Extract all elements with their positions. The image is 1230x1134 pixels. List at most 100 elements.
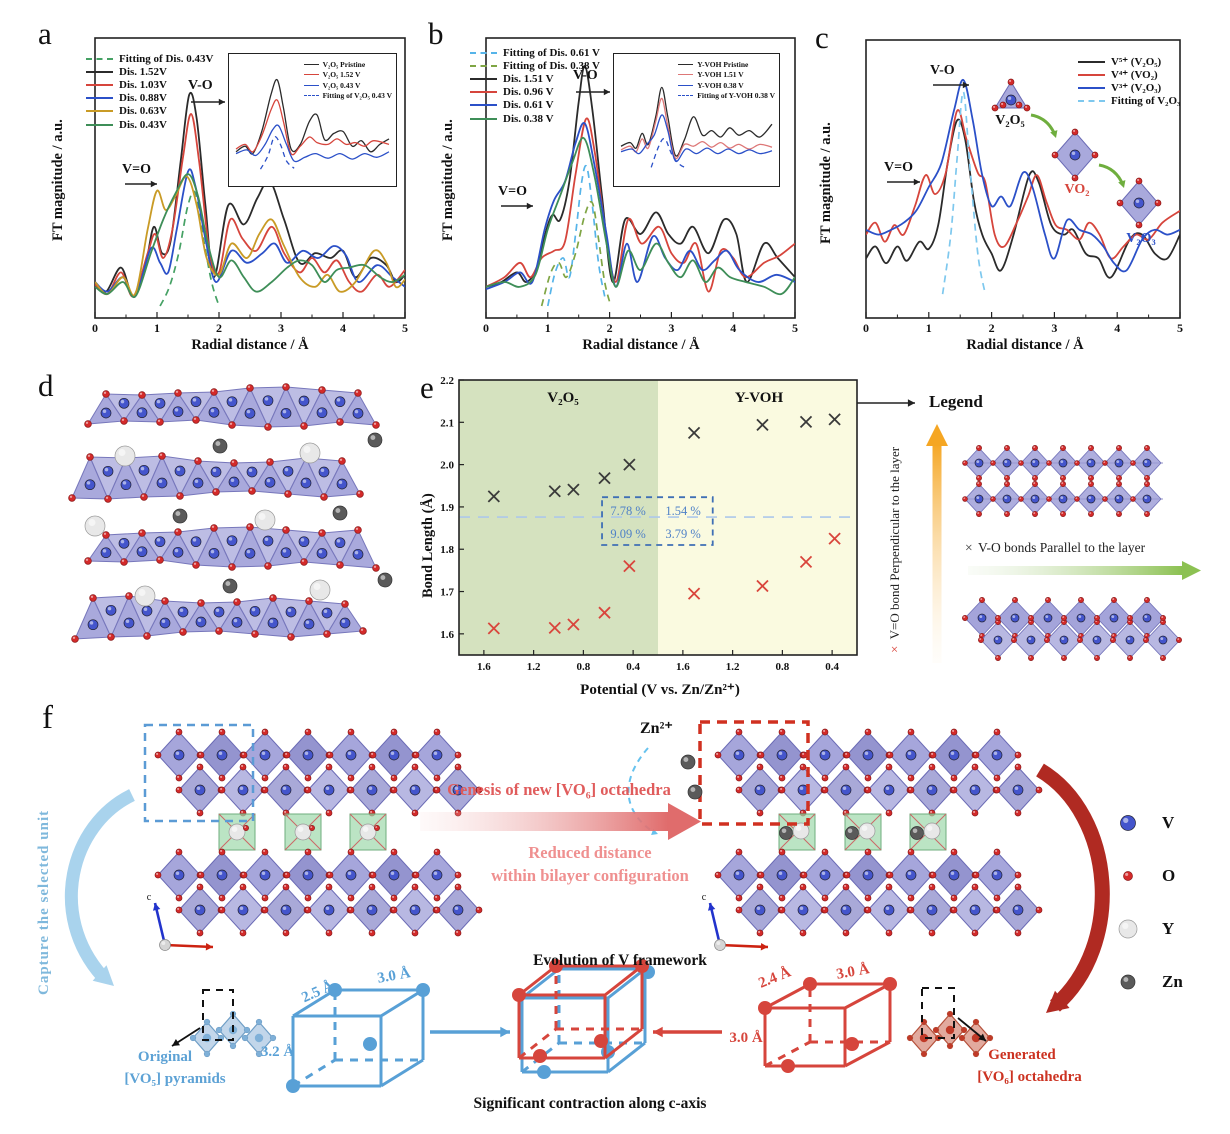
svg-text:0: 0 <box>863 321 869 335</box>
curve-dis.-0.88v <box>95 168 405 298</box>
legend-swatch <box>470 117 497 120</box>
svg-text:5: 5 <box>792 321 798 335</box>
legend-item: Dis. 0.96 V <box>470 86 600 99</box>
annotation-v-o: V-O <box>188 78 213 93</box>
red-cube-dim-left: 3.0 Å <box>729 1030 763 1046</box>
label-v2o3: V₂O₃ <box>1126 231 1156 246</box>
atom-legend-zn: Zn <box>1162 972 1183 991</box>
svg-text:0.4: 0.4 <box>626 661 640 673</box>
arrowhead <box>92 965 114 986</box>
svg-text:5: 5 <box>402 321 408 335</box>
y-axis-label: Bond Length (Å) <box>420 493 436 598</box>
legend-label: Fitting of V₂O₃ <box>1111 95 1181 108</box>
legend-swatch <box>86 83 113 86</box>
genesis-label: Genesis of new [VO₆] octahedra <box>447 780 671 799</box>
panel-label-e: e <box>420 370 434 405</box>
legend-swatch <box>678 63 694 65</box>
legend-item: Y-VOH 1.51 V <box>678 70 775 81</box>
legend-swatch <box>86 70 113 73</box>
panel-e: e 7.78 % 1.54 % 9.09 % 3.79 % 1.6 1.7 1.8 1.9 2.… <box>420 368 880 700</box>
curve-v⁵⁺-(v₂o₅) <box>866 118 1180 279</box>
legend-swatch <box>1078 86 1105 89</box>
inset-legend-a: V₂O₅ Pristine V₂O₅ 1.52 V V₂O₅ 0.43 V Fitti… <box>303 59 392 102</box>
svg-text:1.6: 1.6 <box>477 661 491 673</box>
svg-text:1.6: 1.6 <box>676 661 690 673</box>
legend-label: Y-VOH 0.38 V <box>697 80 744 90</box>
generated-label-line2: [VO₆] octahedra <box>977 1069 1082 1085</box>
arrowhead <box>150 180 157 188</box>
legend-label: Fitting of V₂O₅ 0.43 V <box>322 91 392 101</box>
generated-label-line1: Generated <box>988 1047 1056 1063</box>
legend-swatch <box>678 74 694 76</box>
legend-label: Y-VOH 1.51 V <box>697 70 744 80</box>
svg-text:1: 1 <box>545 321 551 335</box>
legend-b: Fitting of Dis. 0.61 V Fitting of Dis. 0.… <box>470 46 600 125</box>
panel-c: c 0 1 2 3 4 5 FT magnitude / a.u. Radial dist… <box>810 10 1215 362</box>
legend-swatch <box>303 74 319 76</box>
arrowhead <box>962 81 969 89</box>
legend-label: V₂O₅ 0.43 V <box>322 80 361 90</box>
y-axis-label: FT magnitude / a.u. <box>50 119 66 242</box>
svg-text:0.4: 0.4 <box>825 661 839 673</box>
arrowhead <box>708 903 716 911</box>
legend-item: Dis. 0.43V <box>86 118 213 131</box>
legend-label: Dis. 0.63V <box>119 105 167 118</box>
arrowhead <box>526 202 533 210</box>
legend-label: V⁴⁺ (VO₂) <box>1111 69 1158 82</box>
panel-label-b: b <box>428 16 444 51</box>
svg-text:4: 4 <box>1114 321 1120 335</box>
legend-item: Fitting of Y-VOH 0.38 V <box>678 91 775 102</box>
arrowhead <box>1118 180 1126 188</box>
curve-fitting-of-dis.-0.43v <box>159 190 220 307</box>
svg-text:7.78 %: 7.78 % <box>610 504 645 518</box>
legend-swatch <box>1078 100 1105 103</box>
axis-c-label-right: c <box>701 892 707 903</box>
svg-text:V₂O₅: V₂O₅ <box>547 390 579 406</box>
legend-title: Legend <box>929 392 983 411</box>
panel-f: f Capture the selected unit Zn²⁺ Genesis… <box>0 700 1230 1134</box>
legend-label: V³⁺ (V₂O₃) <box>1111 82 1162 95</box>
arrowhead <box>1046 990 1070 1013</box>
arrowhead <box>907 399 915 407</box>
svg-text:1.9: 1.9 <box>440 502 454 514</box>
svg-text:0.8: 0.8 <box>776 661 790 673</box>
panel-d: d <box>30 368 430 668</box>
legend-swatch <box>470 64 497 67</box>
atom-legend-v: V <box>1162 813 1175 832</box>
curve-fitting-of-dis.-0.61-v <box>546 164 606 307</box>
legend-item: Fitting of Dis. 0.61 V <box>470 46 600 59</box>
svg-text:2.0: 2.0 <box>440 460 454 472</box>
original-label-line2: [VO₅] pyramids <box>124 1071 226 1087</box>
panel-label-c: c <box>815 20 829 55</box>
svg-text:2.2: 2.2 <box>440 375 454 387</box>
arrowhead <box>1050 130 1058 138</box>
legend-item: Fitting of V₂O₅ 0.43 V <box>303 91 392 102</box>
svg-text:4: 4 <box>730 321 736 335</box>
arrowhead <box>153 903 161 911</box>
crystal-structure-d <box>68 383 393 643</box>
red-x-marker: × <box>887 642 902 658</box>
svg-text:1.54 %: 1.54 % <box>665 504 700 518</box>
legend-label: Dis. 0.61 V <box>503 99 554 112</box>
original-label-line1: Original <box>137 1049 193 1065</box>
legend-item: Y-VOH 0.38 V <box>678 80 775 91</box>
evolution-title: Evolution of V framework <box>533 952 707 969</box>
reduced-distance-line1: Reduced distance <box>528 843 652 862</box>
svg-text:1.6: 1.6 <box>440 629 454 641</box>
legend-item: V₂O₅ 0.43 V <box>303 80 392 91</box>
legend-swatch <box>1078 60 1105 63</box>
curve-dis.-1.51-v <box>486 65 795 288</box>
svg-text:9.09 %: 9.09 % <box>610 527 645 541</box>
svg-text:2.1: 2.1 <box>440 417 454 429</box>
arrowhead <box>978 1033 986 1041</box>
reduced-distance-line2: within bilayer configuration <box>491 866 689 885</box>
svg-text:Y-VOH: Y-VOH <box>735 390 784 406</box>
panel-label-d: d <box>38 368 54 403</box>
svg-text:5: 5 <box>1177 321 1183 335</box>
legend-label: Dis. 0.96 V <box>503 86 554 99</box>
svg-text:3.79 %: 3.79 % <box>665 527 700 541</box>
svg-text:2: 2 <box>989 321 995 335</box>
atom-legend-y: Y <box>1162 919 1175 938</box>
legend-item: Fitting of Dis. 0.38 V <box>470 59 600 72</box>
